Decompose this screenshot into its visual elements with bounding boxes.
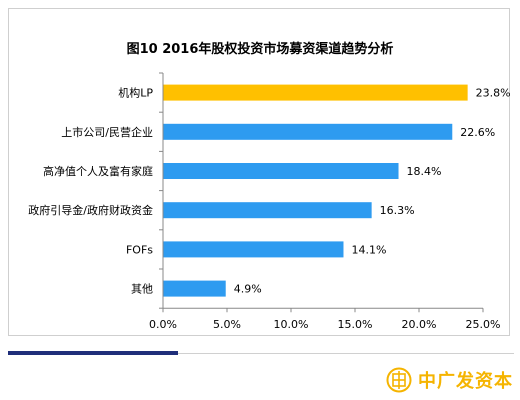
bar-3 <box>163 202 372 219</box>
bar-0 <box>163 84 468 101</box>
footer-divider <box>178 353 514 354</box>
x-tick-label-0: 0.0% <box>149 318 177 331</box>
footer-accent-bar <box>8 351 178 355</box>
bar-4 <box>163 241 344 258</box>
category-label-0: 机构LP <box>118 86 153 100</box>
x-tick-label-3: 15.0% <box>338 318 373 331</box>
chart-title: 图10 2016年股权投资市场募资渠道趋势分析 <box>126 42 394 57</box>
x-tick-label-1: 5.0% <box>213 318 241 331</box>
category-label-1: 上市公司/民营企业 <box>61 125 153 139</box>
x-tick-label-2: 10.0% <box>274 318 309 331</box>
category-label-5: 其他 <box>131 283 153 296</box>
bar-1 <box>163 123 453 140</box>
data-label-5: 4.9% <box>234 283 262 296</box>
category-label-2: 高净值个人及富有家庭 <box>43 164 153 178</box>
data-label-0: 23.8% <box>476 87 511 100</box>
data-labels: 23.8% 22.6% 18.4% 16.3% 14.1% 4.9% <box>234 87 511 296</box>
x-tick-label-4: 20.0% <box>402 318 437 331</box>
category-label-3: 政府引导金/政府财政资金 <box>28 203 153 217</box>
data-label-4: 14.1% <box>351 243 386 256</box>
watermark: 中广发资本 <box>386 364 513 396</box>
data-label-3: 16.3% <box>380 204 415 217</box>
x-tick-label-5: 25.0% <box>466 318 501 331</box>
bar-2 <box>163 163 399 179</box>
x-axis: 0.0% 5.0% 10.0% 15.0% 20.0% 25.0% <box>149 72 501 331</box>
company-logo-icon <box>386 367 412 393</box>
bar-5 <box>163 280 226 297</box>
data-label-1: 22.6% <box>460 126 495 139</box>
watermark-text: 中广发资本 <box>418 371 513 392</box>
category-label-4: FOFs <box>126 243 153 256</box>
bars-group <box>163 84 468 297</box>
data-label-2: 18.4% <box>407 165 442 178</box>
